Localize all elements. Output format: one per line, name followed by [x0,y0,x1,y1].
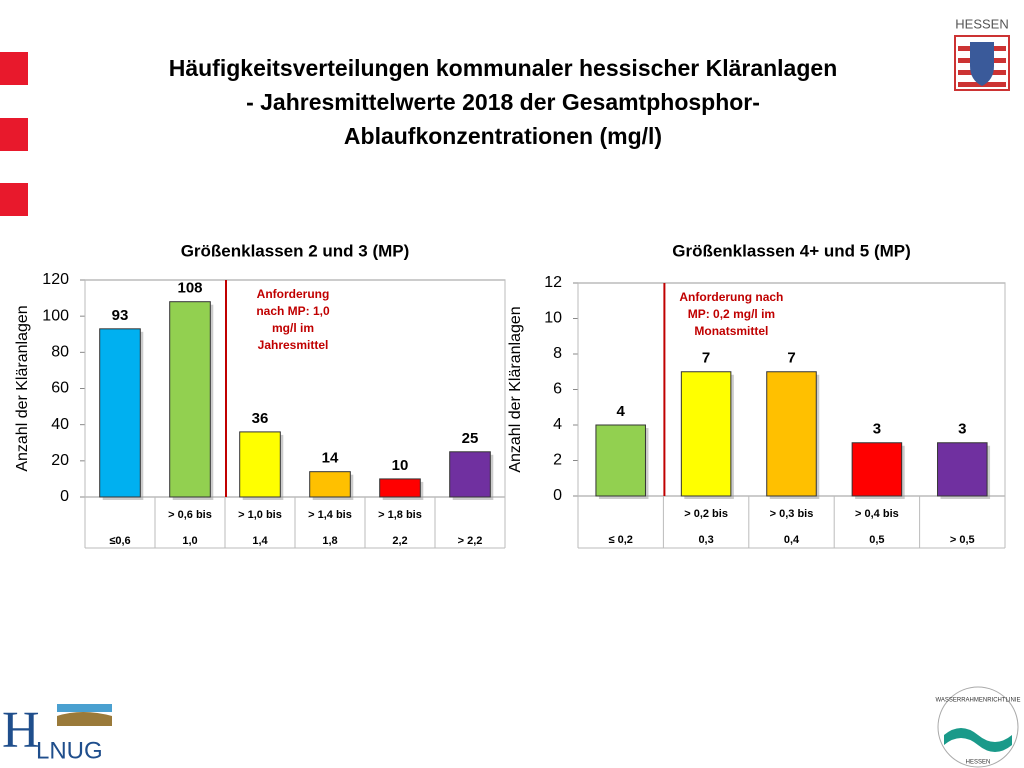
agency-logo: H LNUG [2,702,112,764]
accent-block [0,118,28,151]
data-label: 3 [958,421,966,438]
annotation-text: Monatsmittel [694,324,768,338]
data-label: 14 [322,450,339,467]
chart-title: Größenklassen 2 und 3 (MP) [181,241,410,260]
x-tick-label: 1,4 [252,535,268,547]
data-label: 93 [112,307,129,324]
x-tick-label: 0,4 [784,534,800,546]
bar [851,442,903,497]
wrrl-logo-text: WASSERRAHMENRICHTLINIE [935,698,1020,704]
y-tick-label: 12 [544,274,562,291]
bar [449,451,491,498]
bar [680,371,732,497]
x-tick-label: 0,3 [698,534,713,546]
x-tick-label: 1,0 [182,535,197,547]
y-tick-label: 40 [51,416,69,433]
annotation-text: Anforderung [257,287,330,301]
bar [937,442,988,497]
data-label: 3 [873,421,881,438]
y-tick-label: 6 [553,381,562,398]
wrrl-logo-text: HESSEN [966,760,991,766]
state-crest [954,35,1010,91]
bar [239,431,281,498]
x-tick-label: > 2,2 [458,535,483,547]
annotation-text: nach MP: 1,0 [256,304,330,318]
data-label: 10 [392,457,409,474]
accent-block [0,183,28,216]
y-tick-label: 20 [51,452,69,469]
bar [766,371,817,497]
data-label: 4 [617,403,626,420]
bar [595,424,646,497]
data-label: 108 [177,280,202,297]
title-line: - Jahresmittelwerte 2018 der Gesamtphosp… [246,89,760,115]
x-tick-label: > 0,3 bis [770,508,814,520]
agency-logo-text: LNUG [36,737,103,764]
y-tick-label: 0 [60,488,69,505]
data-label: 7 [787,350,795,367]
y-tick-label: 4 [553,416,562,433]
y-tick-label: 100 [42,307,69,324]
data-label: 25 [462,430,479,447]
x-tick-label: > 0,2 bis [684,508,728,520]
title-line: Ablaufkonzentrationen (mg/l) [344,123,662,149]
x-tick-label: > 0,5 [950,534,975,546]
bar [169,301,211,498]
y-tick-label: 0 [553,487,562,504]
bar [379,478,421,498]
x-tick-label: ≤0,6 [109,535,130,547]
title-line: Häufigkeitsverteilungen kommunaler hessi… [169,55,838,81]
x-tick-label: 2,2 [392,535,407,547]
y-tick-label: 60 [51,380,69,397]
y-tick-label: 10 [544,310,562,327]
accent-block [0,52,28,85]
slide-title: Häufigkeitsverteilungen kommunaler hessi… [169,55,838,149]
y-tick-label: 80 [51,344,69,361]
agency-logo-h: H [2,702,40,759]
bar [99,328,141,498]
x-tick-label: > 1,0 bis [238,509,282,521]
annotation-text: mg/l im [272,321,314,335]
wrrl-logo: WASSERRAHMENRICHTLINIE HESSEN [935,686,1021,768]
y-tick-label: 120 [42,271,69,288]
x-tick-label: ≤ 0,2 [609,534,633,546]
y-tick-label: 8 [553,345,562,362]
y-axis-label: Anzahl der Kläranlagen [14,305,31,471]
x-tick-label: 1,8 [322,535,337,547]
annotation-text: Anforderung nach [679,290,783,304]
annotation-text: Jahresmittel [258,338,329,352]
annotation-text: MP: 0,2 mg/l im [688,307,775,321]
x-tick-label: > 0,4 bis [855,508,899,520]
x-tick-label: > 0,6 bis [168,509,212,521]
y-axis-label: Anzahl der Kläranlagen [507,306,524,472]
data-label: 36 [252,410,269,427]
x-tick-label: > 1,4 bis [308,509,352,521]
x-tick-label: 0,5 [869,534,884,546]
bar [309,471,351,498]
y-tick-label: 2 [553,452,562,469]
state-logo-text: HESSEN [955,16,1008,31]
data-label: 7 [702,350,710,367]
x-tick-label: > 1,8 bis [378,509,422,521]
chart-title: Größenklassen 4+ und 5 (MP) [672,241,911,260]
